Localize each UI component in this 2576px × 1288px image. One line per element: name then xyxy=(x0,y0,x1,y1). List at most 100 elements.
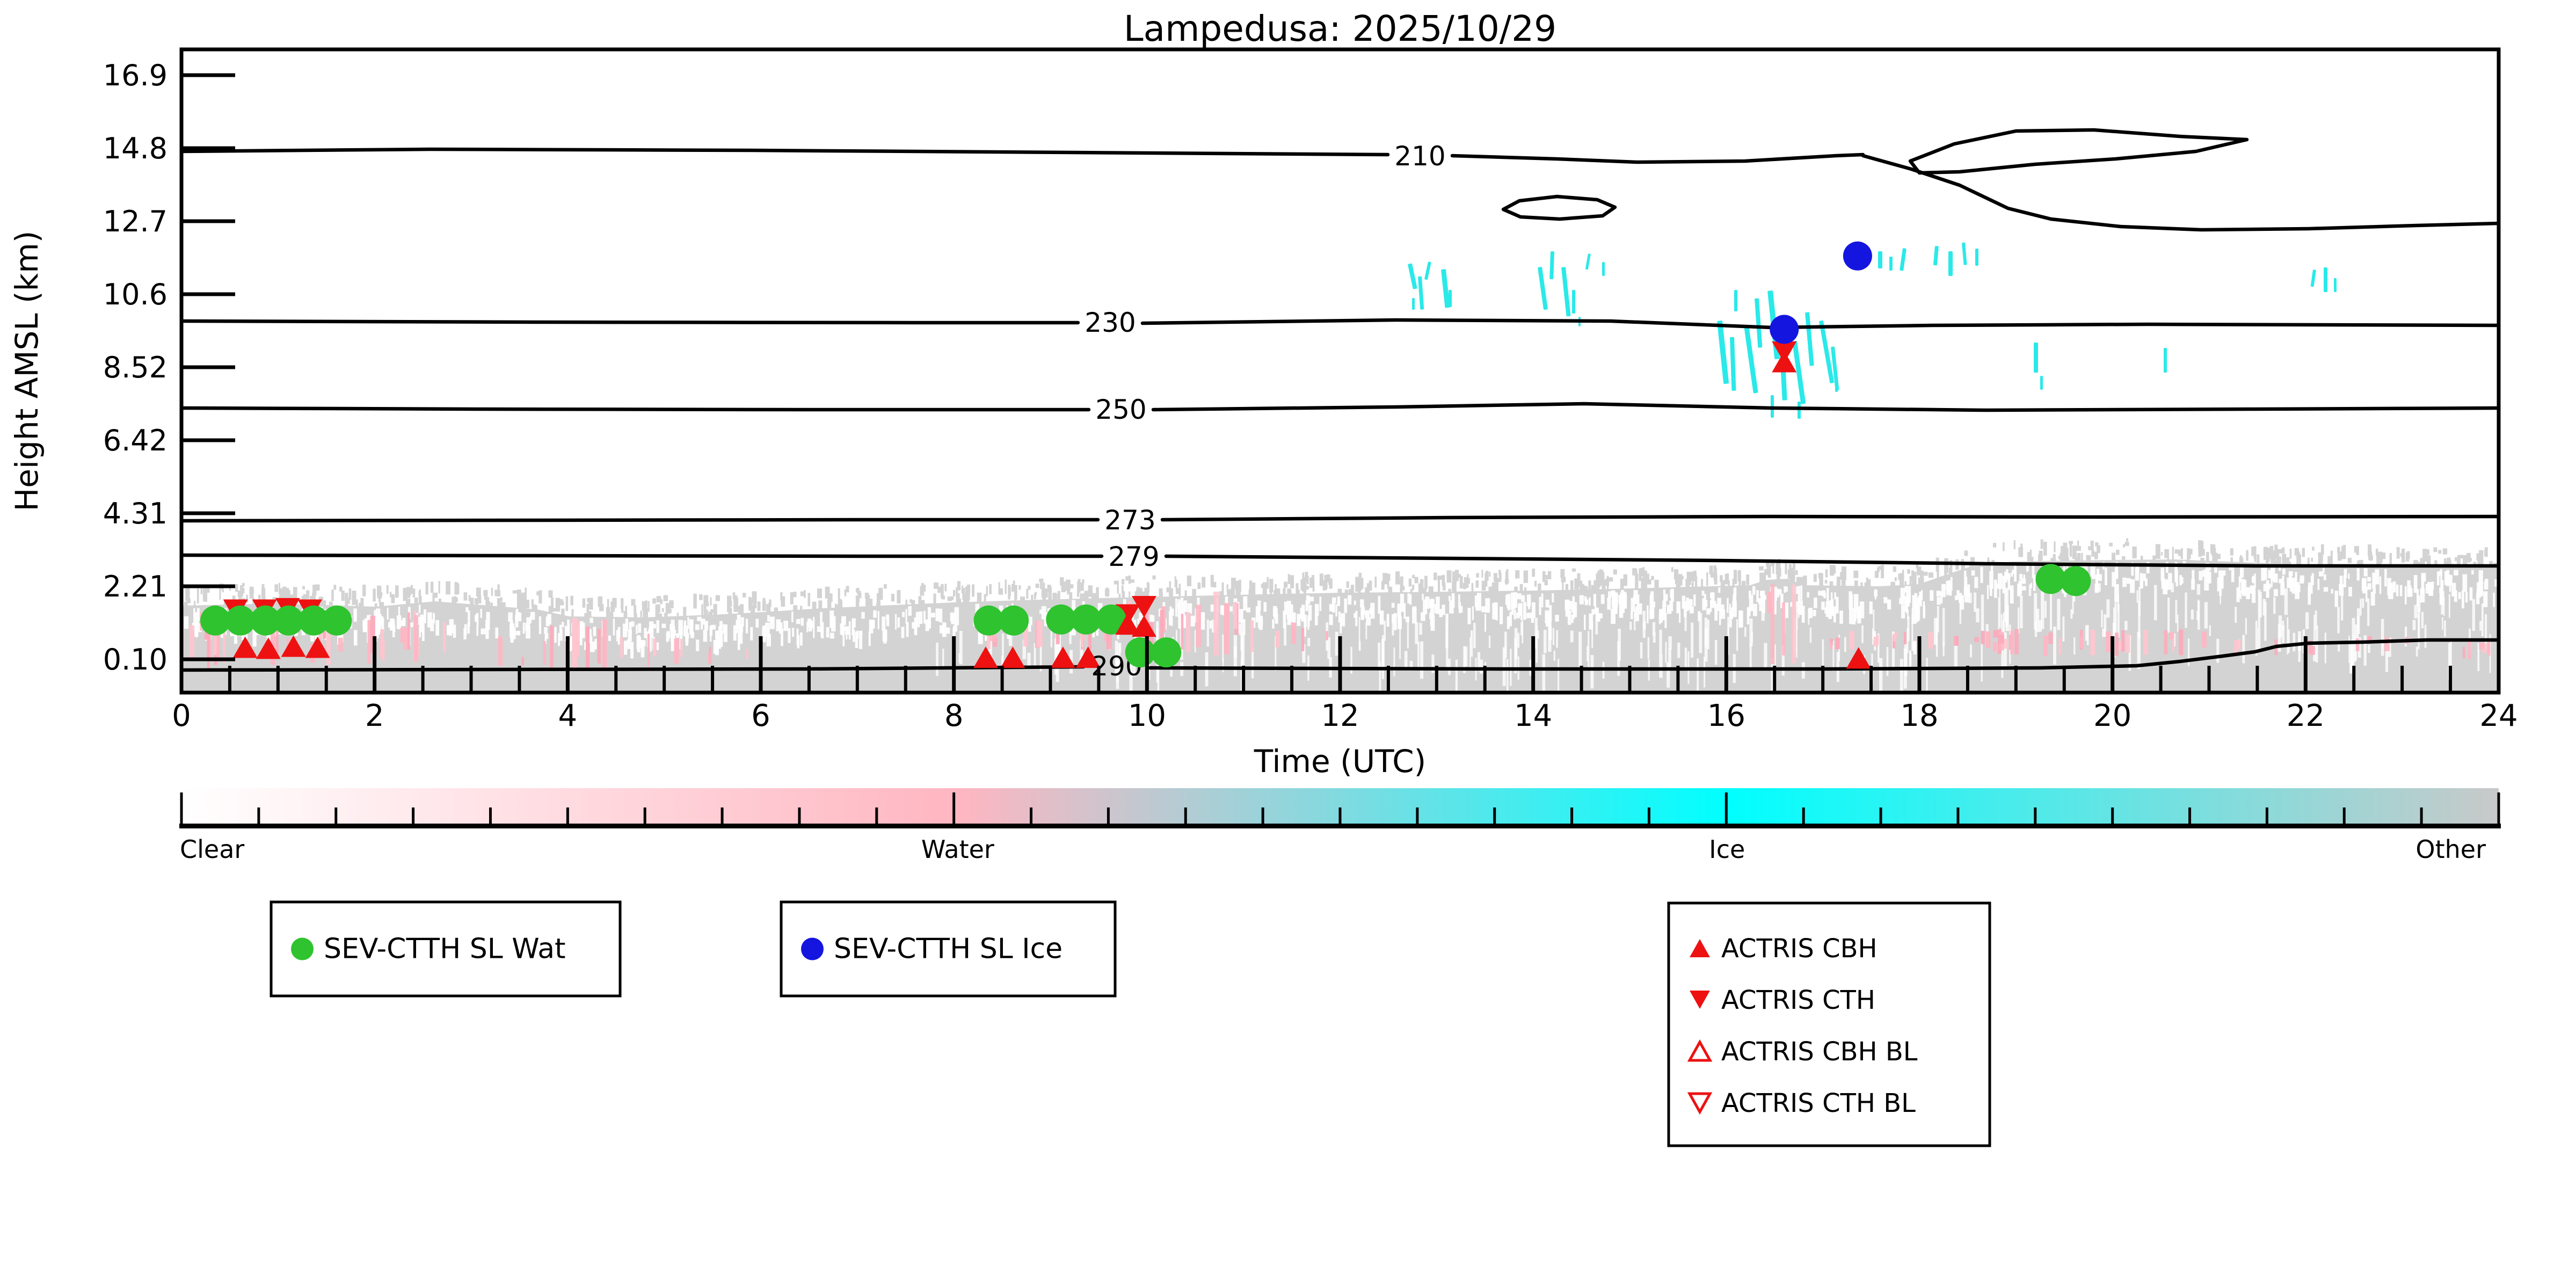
actris-cbh-marker xyxy=(305,636,330,658)
actris-cbh-marker xyxy=(1000,646,1025,668)
contour-label-250: 250 xyxy=(1095,394,1146,425)
sev-ctth-wat-marker xyxy=(973,605,1004,636)
legend-box-0 xyxy=(270,900,622,998)
legend-marker-circle xyxy=(801,937,824,960)
contour-279 xyxy=(181,553,1104,558)
legend-marker-triangle-down-open xyxy=(1687,1092,1713,1115)
actris-cbh-marker xyxy=(281,635,306,657)
y-tick-label: 16.9 xyxy=(103,59,168,92)
y-tick-label: 12.7 xyxy=(103,205,168,238)
legend-label: SEV-CTTH SL Ice xyxy=(834,933,1063,965)
y-tick-label: 14.8 xyxy=(103,132,168,165)
colorbar-label-clear: Clear xyxy=(180,835,244,864)
contour-label-279: 279 xyxy=(1108,541,1159,572)
axes: 0 2 4 6 8 10 12 14 16 18 20 22 2416.914.812.710.68.5… xyxy=(9,8,2518,780)
contour-210 xyxy=(1861,154,2499,232)
sev-ctth-wat-marker xyxy=(2035,564,2066,594)
contour-230 xyxy=(181,319,1080,325)
colorbar-baseline xyxy=(179,824,2501,828)
x-tick-label: 0 xyxy=(172,698,191,733)
y-tick-label: 6.42 xyxy=(103,424,168,457)
x-tick-label: 16 xyxy=(1707,698,1745,733)
actris-cbh-marker xyxy=(1050,646,1075,668)
contour-279 xyxy=(1164,554,2499,568)
sev-ctth-ice-marker xyxy=(1770,315,1799,344)
contour-273 xyxy=(1160,514,2499,522)
legend-box-2 xyxy=(1667,901,1991,1147)
sev-ctth-ice-marker xyxy=(1843,241,1872,271)
legend-label: ACTRIS CBH BL xyxy=(1721,1037,1918,1067)
x-tick-label: 24 xyxy=(2479,698,2517,733)
contour-273 xyxy=(181,518,1100,523)
x-tick-label: 10 xyxy=(1128,698,1166,733)
legend-label: ACTRIS CTH xyxy=(1721,985,1875,1015)
class-colorbar: Clear Water Ice Other xyxy=(179,788,2501,864)
x-tick-label: 14 xyxy=(1514,698,1552,733)
contour-210 xyxy=(1501,194,1617,221)
sev-ctth-wat-marker xyxy=(2061,566,2091,596)
contour-210 xyxy=(181,147,1390,157)
chart-title: Lampedusa: 2025/10/29 xyxy=(1124,8,1556,49)
legend-box-1 xyxy=(780,900,1117,998)
colorbar-label-water: Water xyxy=(921,835,994,864)
water-class-patches xyxy=(189,584,2491,671)
actris-cbh-marker xyxy=(973,646,999,668)
contour-210 xyxy=(1908,128,2249,175)
sev-ctth-wat-marker xyxy=(299,605,329,636)
actris-cbh-marker xyxy=(256,637,281,659)
contour-290 xyxy=(1148,638,2499,671)
actris-cbh-marker xyxy=(1115,613,1140,635)
colorbar-label-ice: Ice xyxy=(1709,835,1745,864)
y-tick-label: 0.10 xyxy=(103,643,168,676)
contour-250 xyxy=(181,406,1091,412)
sev-ctth-wat-marker xyxy=(250,605,281,636)
contour-label-210: 210 xyxy=(1394,141,1445,172)
contour-label-230: 230 xyxy=(1085,307,1136,338)
legend-marker-triangle-up-open xyxy=(1687,1039,1713,1062)
sev-ctth-wat-marker xyxy=(1125,637,1155,668)
markers xyxy=(200,241,2091,669)
actris-cbh-marker xyxy=(1772,351,1797,373)
x-tick-label: 8 xyxy=(944,698,964,733)
actris-cbh-marker xyxy=(1075,646,1101,668)
sev-ctth-wat-marker xyxy=(1151,637,1182,668)
x-tick-label: 4 xyxy=(558,698,578,733)
sev-ctth-wat-marker xyxy=(999,605,1029,636)
legend-label: ACTRIS CBH xyxy=(1721,934,1878,964)
ice-class-patches xyxy=(1408,242,2337,419)
colorbar-label-other: Other xyxy=(2415,835,2486,864)
sev-ctth-wat-marker xyxy=(1096,604,1126,635)
actris-cbh-marker xyxy=(1131,615,1156,637)
x-tick-label: 2 xyxy=(365,698,384,733)
legend-marker-circle xyxy=(291,937,314,960)
sev-ctth-wat-marker xyxy=(273,605,304,636)
plot-frame xyxy=(179,47,2501,695)
x-tick-label: 6 xyxy=(751,698,770,733)
sev-ctth-wat-marker xyxy=(1046,604,1076,635)
band-speckle xyxy=(184,538,2499,693)
contour-label-273: 273 xyxy=(1104,505,1155,536)
actris-cbh-marker xyxy=(1846,647,1871,669)
contour-290 xyxy=(181,665,1086,672)
legend-label: ACTRIS CTH BL xyxy=(1721,1088,1916,1118)
sev-ctth-wat-marker xyxy=(322,605,352,636)
y-axis-title: Height AMSL (km) xyxy=(9,231,45,512)
legends: SEV-CTTH SL Wat SEV-CTTH SL Ice ACTRIS CBH… xyxy=(270,900,1991,1147)
actris-cbh-marker xyxy=(232,636,258,658)
y-tick-label: 2.21 xyxy=(103,570,168,603)
x-tick-label: 22 xyxy=(2287,698,2325,733)
legend-marker-triangle-down xyxy=(1690,991,1710,1009)
legend-label: SEV-CTTH SL Wat xyxy=(324,933,566,965)
x-tick-label: 12 xyxy=(1321,698,1359,733)
contour-210 xyxy=(1450,152,1865,164)
sev-ctth-wat-marker xyxy=(1071,604,1102,635)
y-tick-label: 4.31 xyxy=(103,497,168,530)
contour-250 xyxy=(1151,402,2499,412)
y-tick-label: 10.6 xyxy=(103,278,168,311)
sev-ctth-wat-marker xyxy=(200,605,230,636)
actris-cth-marker xyxy=(1131,596,1156,618)
